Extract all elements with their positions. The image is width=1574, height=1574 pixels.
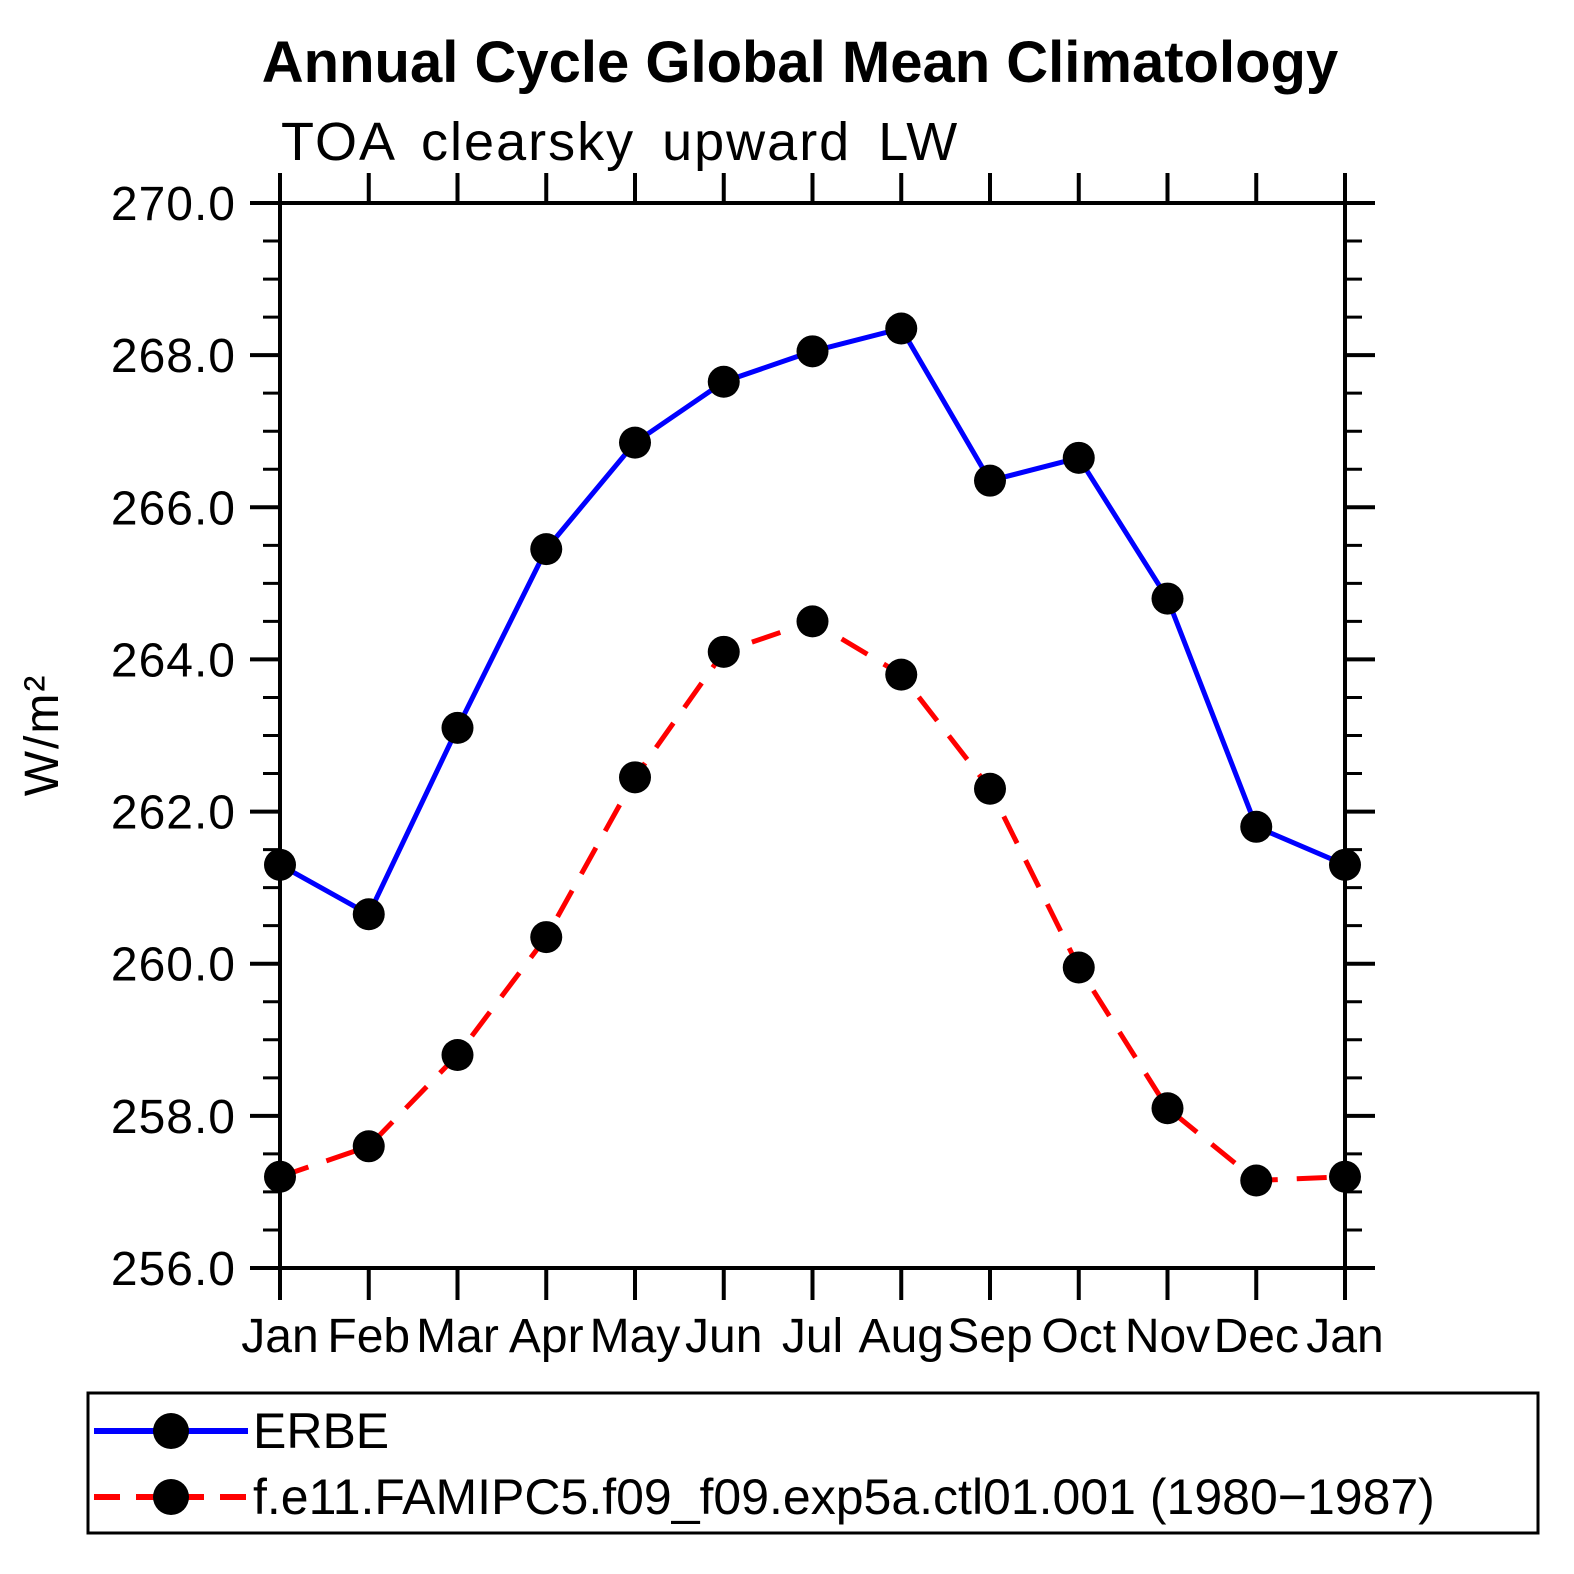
data-point xyxy=(1329,848,1361,881)
x-tick-label: Jul xyxy=(782,1310,843,1363)
data-point xyxy=(441,1039,474,1071)
data-point xyxy=(1240,810,1273,843)
y-tick-label: 260.0 xyxy=(111,939,236,992)
x-tick-label: Sep xyxy=(947,1310,1032,1363)
x-tick-label: Mar xyxy=(416,1310,499,1363)
x-tick-label: May xyxy=(590,1310,681,1363)
y-tick-label: 258.0 xyxy=(111,1091,236,1144)
data-point xyxy=(441,711,474,744)
y-tick-label: 264.0 xyxy=(111,634,236,687)
data-point xyxy=(264,848,296,881)
data-point xyxy=(619,761,651,794)
y-tick-label: 266.0 xyxy=(111,482,236,535)
x-tick-labels: Jan Feb Mar Apr May Jun Jul Aug Sep Oct Nov Dec Jan xyxy=(241,1310,1383,1363)
x-tick-label: Feb xyxy=(327,1310,410,1363)
data-point xyxy=(264,1160,296,1193)
chart-legend: ERBE f.e11.FAMIPC5.f09_f09.exp5a.ctl01.00… xyxy=(86,1391,1540,1535)
data-point xyxy=(352,1130,385,1163)
data-point xyxy=(707,365,740,398)
data-point xyxy=(1062,441,1095,474)
data-point xyxy=(619,426,651,459)
y-tick-labels: 256.0 258.0 260.0 262.0 264.0 266.0 268.0 270.0 xyxy=(111,178,236,1296)
data-point xyxy=(352,898,385,931)
data-point xyxy=(1151,582,1184,615)
y-tick-label: 270.0 xyxy=(111,178,236,231)
y-tick-label: 268.0 xyxy=(111,330,236,383)
y-axis-label: W/m² xyxy=(16,674,69,797)
legend-label: ERBE xyxy=(253,1403,389,1459)
series-line-1 xyxy=(279,618,1346,1183)
data-point xyxy=(974,772,1006,805)
data-point xyxy=(796,605,829,638)
data-point xyxy=(707,635,740,668)
chart-title: Annual Cycle Global Mean Climatology xyxy=(262,30,1338,95)
x-tick-label: Jun xyxy=(685,1310,762,1363)
x-tick-label: Apr xyxy=(509,1310,584,1363)
x-tick-label: Jan xyxy=(1306,1310,1383,1363)
legend-marker xyxy=(153,1413,189,1449)
data-series xyxy=(264,312,1361,1197)
legend-marker xyxy=(153,1479,189,1515)
data-point xyxy=(530,921,563,954)
data-point xyxy=(974,464,1006,497)
data-point xyxy=(1329,1160,1361,1193)
data-point xyxy=(1062,951,1095,984)
data-point xyxy=(885,312,918,345)
legend-box xyxy=(86,1391,1540,1535)
x-tick-label: Dec xyxy=(1214,1310,1299,1363)
x-tick-label: Oct xyxy=(1041,1310,1116,1363)
legend-label: f.e11.FAMIPC5.f09_f09.exp5a.ctl01.001 (1… xyxy=(253,1469,1435,1525)
x-tick-label: Aug xyxy=(859,1310,944,1363)
data-point xyxy=(530,533,563,566)
data-point xyxy=(885,658,918,691)
y-tick-label: 262.0 xyxy=(111,787,236,840)
chart-subtitle: TOA clearsky upward LW xyxy=(281,112,959,172)
y-tick-label: 256.0 xyxy=(111,1243,236,1296)
data-point xyxy=(1240,1164,1273,1197)
data-point xyxy=(1151,1092,1184,1125)
x-tick-label: Jan xyxy=(241,1310,318,1363)
x-tick-label: Nov xyxy=(1125,1310,1210,1363)
data-point xyxy=(796,335,829,368)
plot-axes xyxy=(250,173,1375,1300)
